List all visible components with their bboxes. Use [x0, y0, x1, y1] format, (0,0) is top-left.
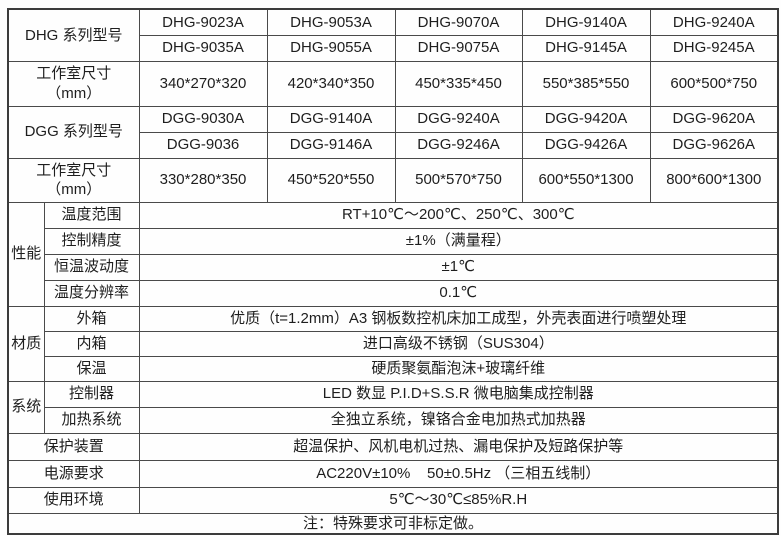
note-row: 注：特殊要求可非标定做。: [7, 512, 779, 535]
dgg-chamber-size-cell: 800*600*1300: [649, 157, 779, 203]
dgg-model-cell: DGG-9036: [138, 131, 268, 159]
dgg-model-cell: DGG-9030A: [138, 105, 268, 133]
dhg-model-cell: DHG-9075A: [394, 34, 523, 62]
dhg-chamber-size-cell: 420*340*350: [266, 60, 396, 107]
dgg-models-row-2: DGG-9036 DGG-9146A DGG-9246A DGG-9426A D…: [8, 131, 779, 159]
material-row-insulation: 保温 硬质聚氨酯泡沫+玻璃纤维: [8, 355, 779, 382]
dgg-size-row: 工作室尺寸 （mm） 330*280*350 450*520*550 500*5…: [7, 157, 779, 203]
dgg-series-label: DGG 系列型号: [7, 105, 140, 159]
spec-value-cell: 0.1℃: [138, 279, 779, 307]
dgg-model-cell: DGG-9426A: [521, 131, 651, 159]
dhg-chamber-size-cell: 340*270*320: [138, 60, 268, 107]
material-row-outer-box: 材质 外箱 优质（t=1.2mm）A3 钢板数控机床加工成型，外壳表面进行喷塑处…: [7, 305, 779, 382]
spec-name-cell: 控制器: [43, 380, 140, 408]
spec-name-cell: 控制精度: [43, 227, 140, 255]
spec-name-cell: 温度范围: [43, 201, 140, 229]
dhg-size-row: 工作室尺寸 （mm） 340*270*320 420*340*350 450*3…: [7, 60, 779, 107]
spec-name-cell: 电源要求: [7, 459, 140, 488]
dhg-chamber-size-cell: 450*335*450: [394, 60, 523, 107]
dhg-model-cell: DHG-9053A: [266, 8, 396, 36]
dhg-model-cell: DHG-9240A: [649, 8, 779, 36]
dgg-chamber-size-label: 工作室尺寸 （mm）: [7, 157, 140, 203]
material-row-inner-box: 内箱 进口高级不锈钢（SUS304）: [8, 330, 779, 357]
dhg-models-row-2: DHG-9035A DHG-9055A DHG-9075A DHG-9145A …: [8, 34, 779, 62]
spec-value-cell: 硬质聚氨酯泡沫+玻璃纤维: [138, 355, 779, 382]
dhg-series-label: DHG 系列型号: [7, 8, 140, 62]
dgg-model-cell: DGG-9420A: [521, 105, 651, 133]
spec-name-cell: 加热系统: [43, 406, 140, 434]
performance-group-label: 性能: [7, 201, 45, 307]
dgg-model-cell: DGG-9146A: [266, 131, 396, 159]
dhg-model-cell: DHG-9140A: [521, 8, 651, 36]
dgg-models-row-1: DGG 系列型号 DGG-9030A DGG-9140A DGG-9240A D…: [7, 105, 779, 159]
spec-value-cell: RT+10℃～200℃、250℃、300℃: [138, 201, 779, 229]
performance-row-temp-resolution: 温度分辨率 0.1℃: [8, 279, 779, 307]
dhg-model-cell: DHG-9070A: [394, 8, 523, 36]
spec-value-cell: LED 数显 P.I.D+S.S.R 微电脑集成控制器: [138, 380, 779, 408]
dgg-model-cell: DGG-9140A: [266, 105, 396, 133]
dgg-model-cell: DGG-9626A: [649, 131, 779, 159]
spec-name-cell: 温度分辨率: [43, 279, 140, 307]
spec-table: DHG 系列型号 DHG-9023A DHG-9053A DHG-9070A D…: [7, 8, 780, 535]
spec-value-cell: 全独立系统，镍铬合金电加热式加热器: [138, 406, 779, 434]
dgg-chamber-size-cell: 600*550*1300: [521, 157, 651, 203]
power-requirement-row: 电源要求 AC220V±10% 50±0.5Hz （三相五线制）: [7, 459, 779, 488]
dhg-model-cell: DHG-9145A: [521, 34, 651, 62]
performance-row-temp-fluctuation: 恒温波动度 ±1℃: [8, 253, 779, 281]
spec-value-cell: 优质（t=1.2mm）A3 钢板数控机床加工成型，外壳表面进行喷塑处理: [138, 305, 779, 332]
spec-value-cell: 5℃～30℃≤85%R.H: [138, 486, 779, 514]
material-group-label: 材质: [7, 305, 45, 382]
system-row-controller: 系统 控制器 LED 数显 P.I.D+S.S.R 微电脑集成控制器: [7, 380, 779, 434]
spec-value-cell: 超温保护、风机电机过热、漏电保护及短路保护等: [138, 432, 779, 461]
spec-value-cell: ±1℃: [138, 253, 779, 281]
dhg-models-row-1: DHG 系列型号 DHG-9023A DHG-9053A DHG-9070A D…: [7, 8, 779, 62]
dgg-model-cell: DGG-9246A: [394, 131, 523, 159]
spec-name-cell: 内箱: [43, 330, 140, 357]
dgg-chamber-size-cell: 330*280*350: [138, 157, 268, 203]
spec-name-cell: 保护装置: [7, 432, 140, 461]
dhg-model-cell: DHG-9035A: [138, 34, 268, 62]
spec-name-cell: 外箱: [43, 305, 140, 332]
performance-row-control-accuracy: 控制精度 ±1%（满量程）: [8, 227, 779, 255]
operating-environment-row: 使用环境 5℃～30℃≤85%R.H: [7, 486, 779, 514]
dhg-chamber-size-label: 工作室尺寸 （mm）: [7, 60, 140, 107]
system-row-heating: 加热系统 全独立系统，镍铬合金电加热式加热器: [8, 406, 779, 434]
dhg-chamber-size-cell: 600*500*750: [649, 60, 779, 107]
system-group-label: 系统: [7, 380, 45, 434]
dhg-model-cell: DHG-9023A: [138, 8, 268, 36]
note-text: 注：特殊要求可非标定做。: [7, 512, 779, 535]
dgg-model-cell: DGG-9620A: [649, 105, 779, 133]
dgg-chamber-size-cell: 500*570*750: [394, 157, 523, 203]
dhg-model-cell: DHG-9245A: [649, 34, 779, 62]
spec-value-cell: ±1%（满量程）: [138, 227, 779, 255]
dhg-model-cell: DHG-9055A: [266, 34, 396, 62]
spec-name-cell: 使用环境: [7, 486, 140, 514]
spec-name-cell: 恒温波动度: [43, 253, 140, 281]
dhg-chamber-size-cell: 550*385*550: [521, 60, 651, 107]
spec-value-cell: 进口高级不锈钢（SUS304）: [138, 330, 779, 357]
performance-row-temp-range: 性能 温度范围 RT+10℃～200℃、250℃、300℃: [7, 201, 779, 307]
spec-name-cell: 保温: [43, 355, 140, 382]
dgg-chamber-size-cell: 450*520*550: [266, 157, 396, 203]
protection-row: 保护装置 超温保护、风机电机过热、漏电保护及短路保护等: [7, 432, 779, 461]
spec-value-cell: AC220V±10% 50±0.5Hz （三相五线制）: [138, 459, 779, 488]
dgg-model-cell: DGG-9240A: [394, 105, 523, 133]
